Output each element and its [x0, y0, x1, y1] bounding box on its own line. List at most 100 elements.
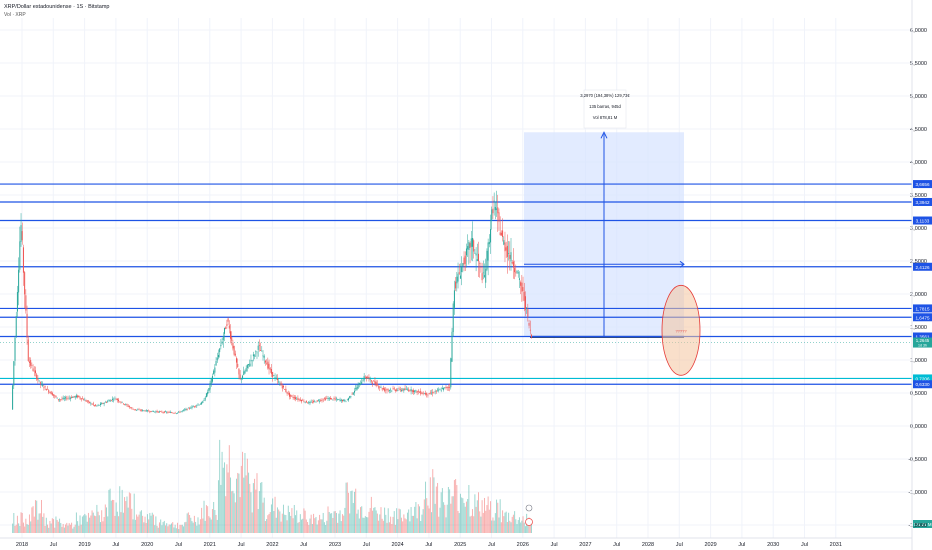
candle-body [125, 404, 127, 405]
candle-body [124, 404, 126, 405]
candle-body [122, 403, 124, 405]
horizontal-levels[interactable]: 3,6656 3,3942 3,1133 2,4126 1,7815 1,6475 1,35… [0, 180, 932, 528]
event-marker-icon[interactable] [525, 504, 533, 512]
volume-bar [447, 486, 449, 533]
candle-body [16, 292, 18, 312]
candle-body [319, 400, 321, 402]
candle-body [524, 296, 526, 310]
candle-body [106, 402, 108, 403]
volume-bar [496, 499, 498, 533]
target-zone-ellipse[interactable] [661, 284, 701, 376]
candle-body [68, 397, 70, 399]
candle-body [484, 275, 486, 277]
level-price-badge [913, 374, 932, 383]
candle-body [45, 388, 47, 391]
candle-body [144, 410, 146, 412]
candle-body [406, 389, 408, 391]
candle-body [451, 331, 453, 362]
volume-bar [320, 519, 322, 533]
volume-bar [444, 504, 446, 533]
time-axis[interactable]: 2018 Jul 2019 Jul 2020 Jul 2021 Jul 2022 Jul 2023 J… [0, 537, 912, 548]
candle-body [181, 410, 183, 412]
volume-bar [233, 493, 235, 533]
volume-bar [459, 493, 461, 533]
candle-body [209, 383, 211, 390]
candle-body [183, 409, 185, 411]
candle-body [357, 384, 359, 389]
volume-bar [374, 507, 376, 533]
candle-body [43, 387, 45, 389]
candle-body [113, 399, 115, 401]
volume-bar [132, 519, 134, 533]
candle-body [301, 399, 303, 402]
candle-body [370, 380, 372, 382]
volume-bar [72, 528, 74, 533]
candle-body [274, 376, 276, 378]
candle-body [234, 353, 236, 356]
candle-body [397, 390, 399, 391]
volume-bar [119, 486, 121, 533]
candle-body [175, 413, 177, 414]
volume-bar [274, 496, 276, 533]
candle-body [78, 395, 80, 398]
volume-bar [446, 504, 448, 533]
candle-body [197, 404, 199, 406]
volume-bar [293, 504, 295, 533]
volume-indicator-label[interactable]: Vol · XRP [4, 12, 26, 18]
candle-body [215, 361, 217, 366]
candle-body [140, 409, 142, 411]
dividend-marker-icon[interactable] [525, 518, 533, 526]
volume-bar [252, 483, 254, 533]
volume-bar [455, 479, 457, 533]
candle-body [163, 411, 165, 413]
candle-body [369, 378, 371, 380]
price-axis[interactable]: 6,0000 5,5000 5,0000 4,5000 4,0000 3,5000 3,00… [908, 0, 927, 550]
volume-bar [323, 522, 325, 533]
symbol-title[interactable]: XRP/Dollar estadounidense · 1S · Bitstam… [4, 4, 110, 10]
candle-body [286, 391, 288, 394]
volume-bar [144, 516, 146, 533]
volume-bar [515, 519, 517, 533]
volume-bar [524, 526, 526, 533]
volume-bar [432, 469, 434, 533]
volume-bar [303, 508, 305, 533]
candle-body [499, 232, 501, 235]
time-tick-label: Jul [363, 542, 370, 548]
volume-bar [488, 509, 490, 533]
volume-bar [343, 515, 345, 533]
volume-bar [421, 514, 423, 533]
candle-body [403, 388, 405, 391]
volume-bar [352, 502, 354, 533]
candle-body [104, 402, 106, 403]
candle-body [527, 309, 529, 317]
volume-bar [378, 520, 380, 533]
measure-tool[interactable]: 3,2970 (194,38%) 129,73¢ 135 barras, 945d… [524, 89, 685, 338]
candle-body [95, 404, 97, 406]
candle-body [179, 412, 181, 413]
candle-body [67, 397, 69, 399]
volume-bar [396, 508, 398, 533]
candle-body [287, 393, 289, 394]
target-zone-label: ????? [675, 328, 687, 333]
candle-body [411, 390, 413, 392]
volume-bar [62, 523, 64, 533]
annotations[interactable]: ????? [525, 284, 701, 526]
volume-bar [223, 462, 225, 533]
candle-body [350, 395, 352, 397]
candle-body [149, 411, 151, 413]
volume-bar [428, 508, 430, 533]
level-price-label: 1,6475 [915, 315, 929, 320]
candle-body [269, 368, 271, 370]
candle-body [295, 397, 297, 400]
time-tick-label: 2023 [329, 542, 341, 548]
volume-bar [217, 480, 219, 533]
volume-bar [13, 512, 15, 533]
candle-body [22, 247, 24, 273]
volume-bar [137, 516, 139, 533]
candle-body [491, 209, 493, 221]
candle-body [487, 242, 489, 261]
volume-bar [44, 525, 46, 533]
volume-bar [370, 496, 372, 533]
price-tick-label: 2,5000 [910, 259, 927, 265]
